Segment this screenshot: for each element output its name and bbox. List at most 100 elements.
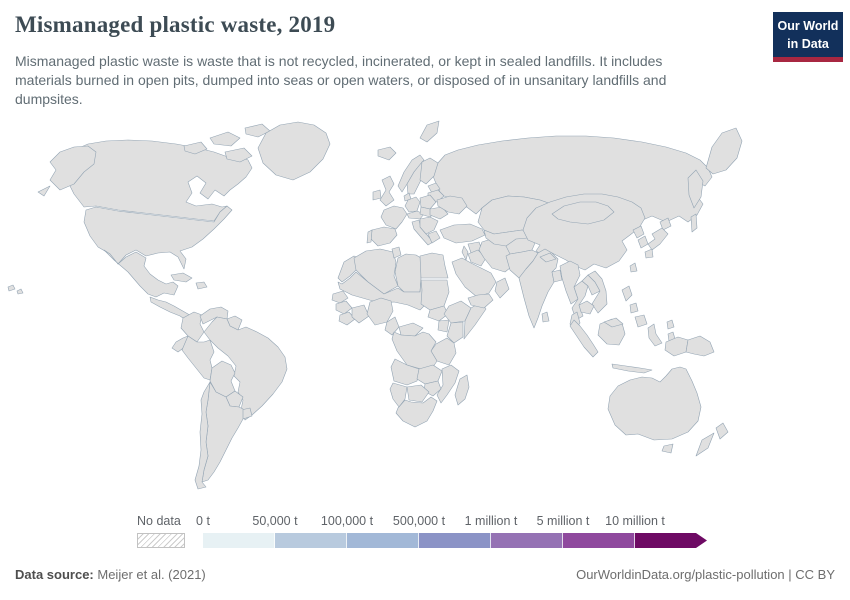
country-egypt[interactable]	[419, 252, 449, 279]
country-indonesia[interactable]	[611, 363, 653, 374]
country-vietnam[interactable]	[587, 270, 608, 314]
country-spain[interactable]	[370, 226, 398, 247]
country-madagascar[interactable]	[454, 374, 470, 406]
country-usa[interactable]	[16, 288, 24, 295]
country-australia[interactable]	[607, 366, 702, 441]
footer: Data source: Meijer et al. (2021) OurWor…	[15, 567, 835, 582]
country-ukraine[interactable]	[436, 195, 468, 215]
country-south-korea[interactable]	[637, 235, 649, 249]
country-indonesia[interactable]	[664, 336, 689, 357]
country-portugal[interactable]	[366, 229, 373, 244]
country-new-zealand[interactable]	[695, 432, 715, 457]
country-indonesia[interactable]	[647, 323, 663, 347]
country-south-africa[interactable]	[395, 396, 438, 428]
country-canada[interactable]	[183, 141, 208, 155]
country-canada[interactable]	[244, 123, 271, 138]
country-yemen[interactable]	[467, 293, 494, 309]
country-turkey[interactable]	[439, 223, 486, 244]
country-philippines[interactable]	[621, 285, 633, 302]
country-ireland[interactable]	[372, 189, 382, 201]
country-brazil[interactable]	[203, 316, 288, 421]
legend-color-seg[interactable]	[347, 533, 419, 548]
country-guinea[interactable]	[335, 300, 353, 315]
country-algeria[interactable]	[353, 248, 399, 295]
country-sri-lanka[interactable]	[541, 311, 550, 323]
country-japan[interactable]	[659, 217, 672, 231]
country-france[interactable]	[380, 205, 408, 230]
country-indonesia[interactable]	[666, 319, 675, 330]
country-sudan[interactable]	[420, 279, 450, 311]
country-malaysian-borneo[interactable]	[603, 317, 624, 328]
legend-scale: 0 t 50,000 t 100,000 t 500,000 t 1 million t…	[196, 514, 707, 548]
country-central-african-republic[interactable]	[398, 322, 424, 337]
country-usa[interactable]	[49, 145, 97, 191]
country-usa[interactable]	[37, 185, 51, 197]
country-balkans[interactable]	[419, 216, 439, 235]
country-canada[interactable]	[224, 147, 253, 163]
country-papua-new-guinea[interactable]	[685, 335, 715, 357]
country-russia[interactable]	[687, 169, 704, 209]
country-north-korea[interactable]	[632, 225, 645, 239]
country-ivory-coast-ghana[interactable]	[351, 304, 370, 324]
country-philippines[interactable]	[629, 302, 639, 314]
legend-color-seg[interactable]	[203, 533, 275, 548]
country-finland[interactable]	[419, 157, 439, 185]
legend-color-seg[interactable]	[491, 533, 563, 548]
country-myanmar[interactable]	[559, 260, 581, 305]
country-alpine[interactable]	[406, 210, 425, 220]
country-greece[interactable]	[427, 230, 441, 244]
country-japan[interactable]	[647, 227, 669, 251]
country-nigeria[interactable]	[366, 297, 394, 326]
country-oman[interactable]	[494, 277, 510, 299]
country-norway[interactable]	[397, 154, 425, 193]
country-botswana[interactable]	[406, 384, 430, 403]
country-uk[interactable]	[379, 175, 395, 207]
country-peru[interactable]	[181, 335, 215, 381]
country-chile[interactable]	[194, 381, 211, 490]
country-cameroon[interactable]	[384, 316, 400, 336]
legend-color-seg[interactable]	[563, 533, 635, 548]
country-cambodia[interactable]	[578, 300, 595, 315]
country-drc[interactable]	[391, 331, 438, 370]
country-mexico[interactable]	[103, 249, 179, 298]
country-somalia[interactable]	[463, 301, 487, 340]
country-libya[interactable]	[394, 253, 422, 293]
country-angola[interactable]	[390, 358, 420, 386]
country-greenland[interactable]	[257, 121, 331, 181]
country-hispaniola[interactable]	[195, 281, 208, 290]
country-uganda[interactable]	[437, 319, 450, 333]
country-nepal[interactable]	[539, 252, 557, 263]
country-philippines[interactable]	[634, 314, 648, 328]
country-kenya[interactable]	[446, 321, 464, 344]
country-arctic-territories[interactable]	[705, 127, 743, 175]
country-iceland[interactable]	[377, 146, 397, 161]
footer-link[interactable]: OurWorldinData.org/plastic-pollution | C…	[576, 567, 835, 582]
country-levant[interactable]	[461, 245, 469, 261]
legend-color-seg[interactable]	[419, 533, 491, 548]
country-saudi-arabia[interactable]	[451, 257, 497, 298]
country-indonesia[interactable]	[569, 319, 599, 358]
country-australia[interactable]	[661, 443, 674, 454]
country-taiwan[interactable]	[629, 262, 638, 273]
footer-source: Data source: Meijer et al. (2021)	[15, 567, 206, 582]
legend-tick-label: 500,000 t	[392, 514, 446, 528]
country-bangladesh[interactable]	[551, 269, 563, 283]
country-canada[interactable]	[209, 131, 241, 147]
country-russia[interactable]	[690, 213, 698, 233]
country-cuba[interactable]	[170, 272, 193, 283]
country-usa[interactable]	[7, 284, 16, 292]
country-new-zealand[interactable]	[715, 422, 729, 440]
legend-nodata-swatch[interactable]	[137, 533, 185, 548]
country-senegal[interactable]	[331, 290, 349, 304]
country-svalbard[interactable]	[419, 120, 440, 143]
country-sierra-leone-liberia[interactable]	[338, 311, 356, 326]
country-mongolia[interactable]	[551, 201, 615, 225]
country-tunisia[interactable]	[391, 246, 402, 259]
legend-color-seg[interactable]	[275, 533, 347, 548]
country-south-sudan[interactable]	[427, 305, 449, 322]
legend-color-seg[interactable]	[635, 533, 707, 548]
footer-source-value[interactable]: Meijer et al. (2021)	[97, 567, 206, 582]
country-poland[interactable]	[419, 194, 437, 210]
owid-logo[interactable]: Our World in Data	[773, 12, 843, 62]
country-japan[interactable]	[644, 248, 654, 259]
